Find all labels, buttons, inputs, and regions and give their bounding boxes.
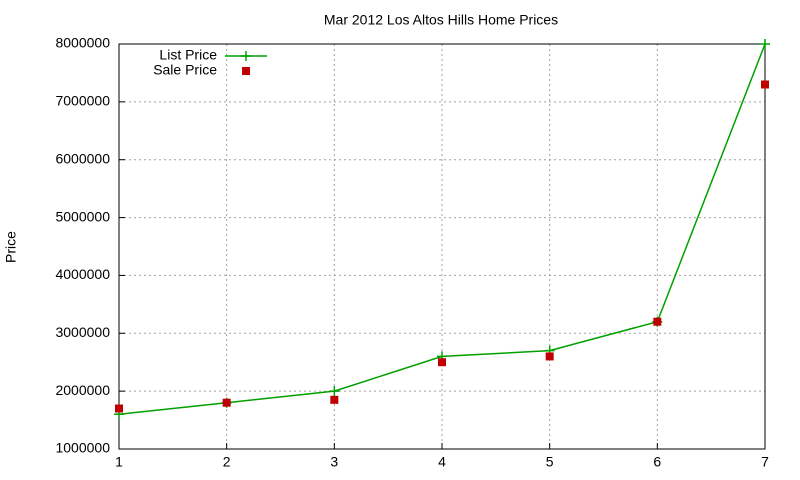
y-tick-label: 8000000 — [55, 35, 110, 51]
y-tick-label: 3000000 — [55, 324, 110, 340]
data-point — [222, 398, 231, 407]
y-tick-label: 5000000 — [55, 208, 110, 224]
y-tick-label: 4000000 — [55, 266, 110, 282]
data-point — [115, 404, 123, 413]
data-point — [329, 386, 340, 397]
y-tick-label: 1000000 — [55, 440, 110, 456]
x-tick-label: 5 — [546, 454, 554, 470]
data-point — [760, 39, 770, 49]
data-point — [761, 80, 769, 89]
data-point — [545, 352, 554, 361]
data-point — [438, 358, 446, 367]
legend-label: Sale Price — [153, 62, 217, 78]
data-point — [330, 395, 339, 404]
x-tick-label: 4 — [438, 454, 446, 470]
x-tick-label: 3 — [330, 454, 338, 470]
y-axis-label: Price — [3, 231, 19, 263]
data-point — [653, 317, 662, 326]
x-tick-label: 6 — [653, 454, 661, 470]
legend-marker — [241, 51, 251, 61]
y-tick-label: 7000000 — [55, 93, 110, 109]
legend-label: List Price — [159, 47, 217, 63]
y-tick-label: 2000000 — [55, 382, 110, 398]
x-tick-label: 7 — [761, 454, 769, 470]
plot-frame — [118, 43, 766, 450]
chart-title: Mar 2012 Los Altos Hills Home Prices — [324, 12, 558, 28]
legend-marker — [242, 67, 250, 75]
y-tick-label: 6000000 — [55, 150, 110, 166]
x-tick-label: 1 — [115, 454, 123, 470]
x-tick-label: 2 — [223, 454, 231, 470]
